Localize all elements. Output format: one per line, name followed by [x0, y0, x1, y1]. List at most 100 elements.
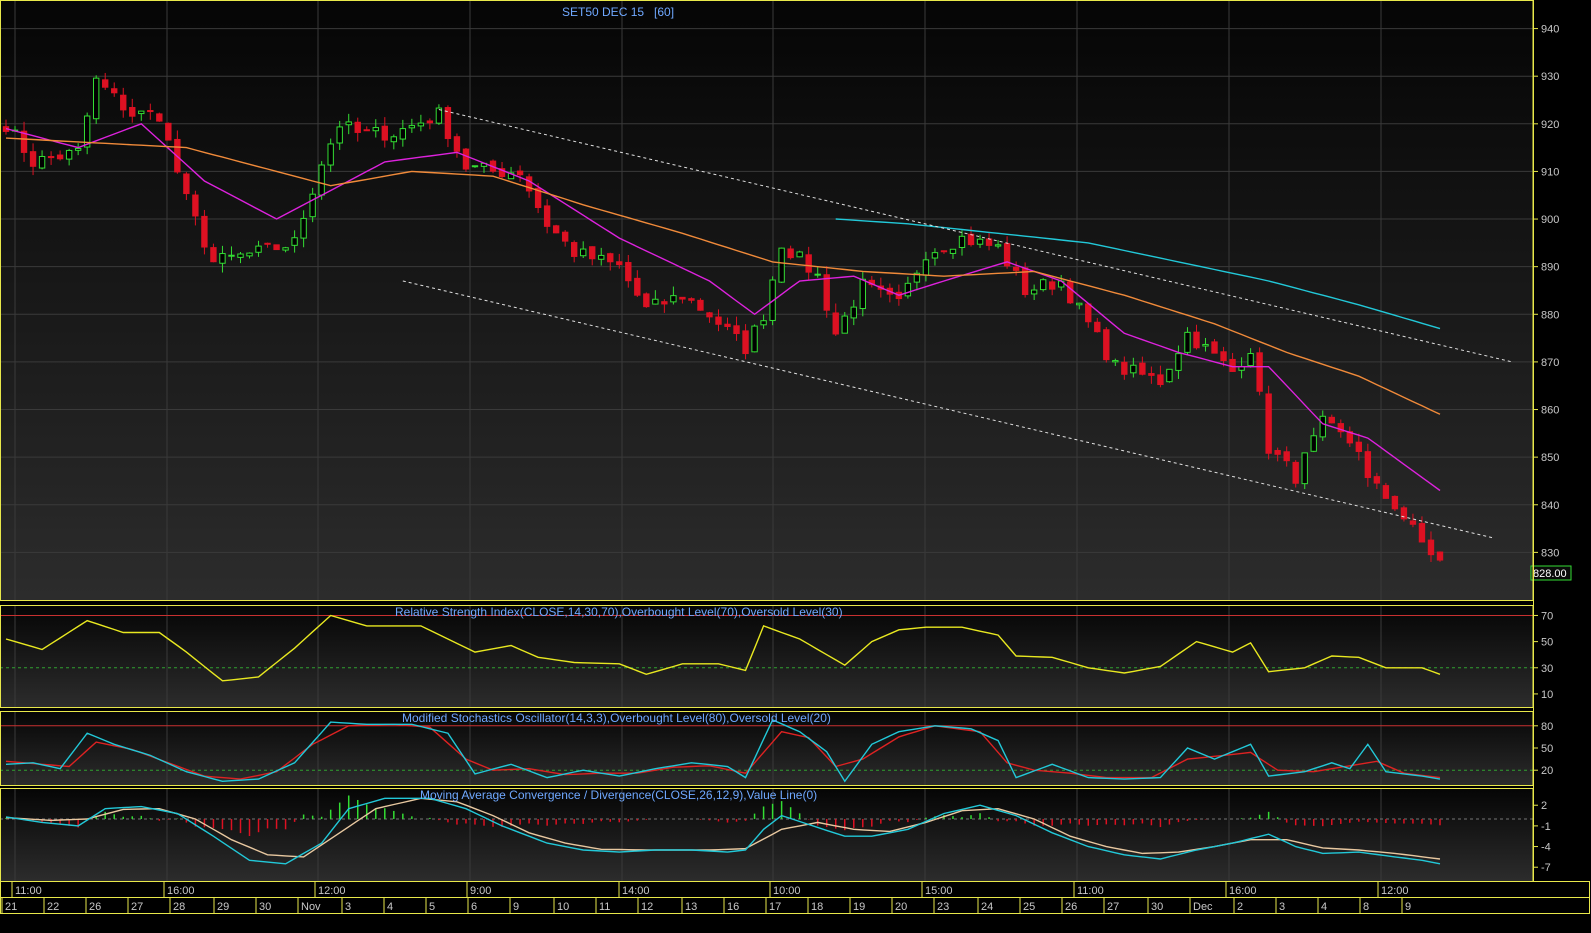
candle-body — [92, 77, 100, 120]
candle-body — [552, 225, 560, 234]
candle — [570, 240, 578, 263]
candle — [841, 311, 848, 334]
candle — [102, 72, 109, 90]
rsi-tick-label: 70 — [1541, 610, 1553, 622]
date-axis-label: 19 — [853, 901, 865, 913]
stoch-k-line — [5, 718, 1441, 783]
candle-body — [525, 176, 533, 192]
candle — [607, 252, 614, 271]
candle-body — [598, 254, 605, 260]
candle — [165, 122, 172, 141]
candle-body — [778, 247, 785, 283]
candle — [1382, 482, 1390, 499]
stoch-panel[interactable] — [0, 711, 1533, 785]
candle-body — [426, 120, 434, 124]
candle — [1292, 460, 1299, 488]
candle — [778, 247, 785, 283]
candle-body — [165, 122, 172, 141]
candle-body — [201, 215, 208, 248]
candle — [643, 292, 650, 308]
rsi-panel-title: Relative Strength Index(CLOSE,14,30,70),… — [395, 605, 843, 619]
candle-body — [1337, 423, 1344, 433]
candle — [390, 134, 398, 150]
candle — [516, 165, 524, 182]
time-axis-label: 12:00 — [1381, 885, 1409, 897]
date-axis-label: Dec — [1193, 901, 1213, 913]
candle — [1427, 531, 1435, 562]
candle — [300, 210, 307, 248]
stoch-tick-label: 50 — [1541, 743, 1553, 755]
candle — [129, 98, 136, 123]
candle — [111, 82, 118, 97]
candle — [1319, 410, 1326, 441]
date-axis-row — [0, 897, 1590, 914]
candle — [688, 297, 695, 304]
price-tick-label: 860 — [1541, 405, 1559, 417]
candle — [850, 299, 857, 326]
candle — [814, 266, 821, 278]
candle-body — [309, 193, 316, 218]
candle-body — [1310, 435, 1317, 452]
candle — [1030, 284, 1038, 300]
rsi-tick-label: 10 — [1541, 689, 1553, 701]
candle — [598, 247, 605, 266]
candle-body — [1085, 303, 1092, 323]
candle-body — [1121, 361, 1128, 375]
macd-panel[interactable] — [0, 788, 1533, 881]
candle-body — [742, 330, 749, 355]
channel-trendline — [438, 109, 1513, 363]
candle-body — [255, 245, 262, 253]
candle-body — [507, 172, 515, 180]
candle — [1103, 327, 1110, 363]
candle-body — [408, 125, 416, 129]
candle-body — [300, 217, 307, 239]
candle-body — [354, 121, 361, 133]
price-tick-label: 890 — [1541, 262, 1559, 274]
candle-body — [237, 253, 244, 258]
candle-body — [1130, 364, 1137, 374]
candle — [625, 254, 632, 288]
axes-layer: 8308408508608708808909009109209309401030… — [0, 24, 1590, 914]
candle — [751, 324, 758, 353]
date-axis-label: 24 — [981, 901, 993, 913]
candle — [679, 296, 686, 304]
candle — [949, 248, 957, 259]
price-tick-label: 910 — [1541, 166, 1559, 178]
candle — [1391, 495, 1399, 512]
candle — [913, 270, 921, 291]
candle-body — [570, 242, 578, 257]
rsi-panel[interactable] — [0, 605, 1533, 707]
candle-body — [1112, 360, 1119, 363]
date-axis-label: 27 — [131, 901, 143, 913]
candle-body — [56, 154, 64, 160]
price-panel[interactable] — [0, 0, 1533, 600]
candle-body — [74, 147, 82, 151]
date-axis-label: 30 — [1151, 901, 1163, 913]
candle — [742, 324, 749, 360]
price-tick-label: 900 — [1541, 214, 1559, 226]
candle-body — [607, 253, 614, 263]
candle-body — [228, 254, 235, 257]
candle — [120, 87, 127, 118]
date-axis-label: 25 — [1023, 901, 1035, 913]
candle — [1265, 385, 1272, 460]
candle — [273, 244, 280, 251]
candle — [1202, 337, 1209, 352]
candle-body — [273, 244, 280, 251]
candle — [724, 317, 731, 331]
candle-body — [83, 115, 91, 148]
candle-body — [543, 205, 551, 227]
candle — [327, 138, 334, 172]
candle — [309, 187, 316, 223]
time-axis-label: 10:00 — [773, 885, 801, 897]
candle-body — [1292, 461, 1299, 484]
candle — [1400, 505, 1408, 522]
date-axis-label: 18 — [811, 901, 823, 913]
channel-trendline — [402, 280, 1495, 539]
candle — [147, 103, 154, 120]
price-tick-label: 840 — [1541, 500, 1559, 512]
date-axis-label: 2 — [1237, 901, 1243, 913]
candle-body — [534, 187, 542, 209]
